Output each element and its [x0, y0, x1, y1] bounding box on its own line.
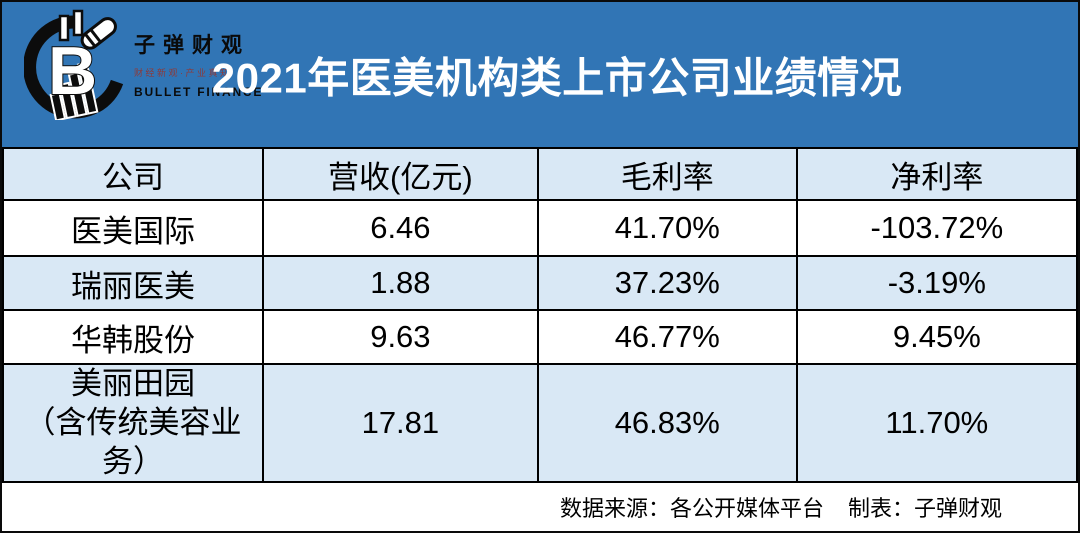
cell-gross-margin: 41.70%: [536, 199, 798, 257]
table-row: 美丽田园 （含传统美容业务） 17.81 46.83% 11.70%: [2, 362, 1078, 484]
cell-gross-margin: 37.23%: [536, 255, 798, 311]
brand-tagline: 财经新观·产业真知: [134, 68, 232, 78]
cell-gross-margin: 46.83%: [536, 362, 798, 484]
cell-net-margin: 9.45%: [795, 309, 1078, 365]
header-cell-gross-margin: 毛利率: [536, 147, 798, 201]
brand-name-en: BULLET FINANCE: [134, 85, 264, 99]
cell-revenue: 17.81: [261, 362, 539, 484]
page-title: 2021年医美机构类上市公司业绩情况: [211, 54, 903, 101]
company-note: （含传统美容业务）: [24, 404, 242, 479]
header-cell-revenue: 营收(亿元): [261, 147, 539, 201]
company-name: 美丽田园: [70, 366, 195, 401]
header-banner: B 子弹财观 财经新观·产业真知 BULLET FINANCE 2021年医美机…: [2, 2, 1078, 147]
table-maker-label: 制表：子弹财观: [847, 496, 1002, 522]
cell-company: 瑞丽医美: [2, 255, 264, 311]
table-row: 华韩股份 9.63 46.77% 9.45%: [2, 309, 1078, 365]
brand-logo: B 子弹财观 财经新观·产业真知 BULLET FINANCE: [24, 8, 263, 120]
data-source-label: 数据来源：各公开媒体平台: [559, 496, 824, 522]
cell-revenue: 6.46: [261, 199, 539, 257]
cell-revenue: 1.88: [261, 255, 539, 311]
footer: 数据来源：各公开媒体平台 制表：子弹财观: [2, 483, 1078, 531]
cell-net-margin: 11.70%: [795, 362, 1078, 484]
table-row: 医美国际 6.46 41.70% -103.72%: [2, 199, 1078, 257]
brand-name: 子弹财观: [134, 34, 250, 57]
header-cell-company: 公司: [2, 147, 264, 201]
cell-company: 美丽田园 （含传统美容业务）: [2, 362, 264, 484]
brand-text-block: 子弹财观 财经新观·产业真知 BULLET FINANCE: [134, 29, 263, 99]
cell-company: 医美国际: [2, 199, 264, 257]
cell-gross-margin: 46.77%: [536, 309, 798, 365]
table-row: 瑞丽医美 1.88 37.23% -3.19%: [2, 255, 1078, 311]
cell-company: 华韩股份: [2, 309, 264, 365]
cell-revenue: 9.63: [261, 309, 539, 365]
results-table: 公司 营收(亿元) 毛利率 净利率 医美国际 6.46 41.70% -103.…: [2, 147, 1078, 484]
table-header-row: 公司 营收(亿元) 毛利率 净利率: [2, 147, 1078, 201]
header-cell-net-margin: 净利率: [795, 147, 1078, 201]
bullet-logo-icon: B: [24, 9, 124, 120]
cell-net-margin: -103.72%: [795, 199, 1078, 257]
cell-net-margin: -3.19%: [795, 255, 1078, 311]
